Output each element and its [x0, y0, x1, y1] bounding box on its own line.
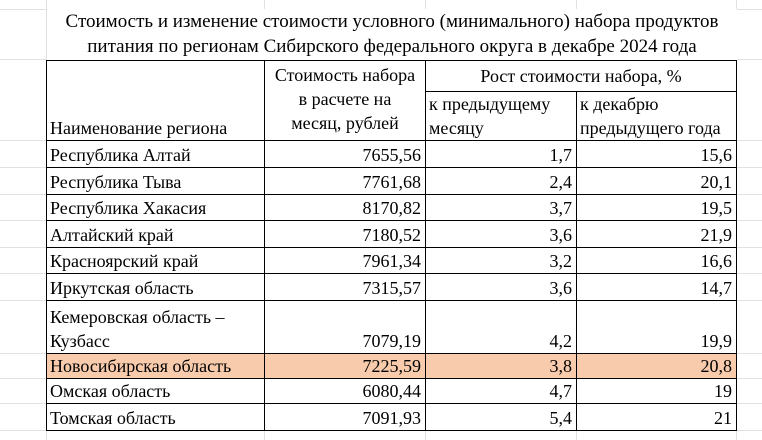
cost-cell[interactable]: 7315,57: [264, 273, 426, 301]
header-cost[interactable]: Стоимость набора в расчете на месяц, руб…: [264, 60, 426, 141]
region-cell[interactable]: Красноярский край: [46, 247, 265, 274]
table-row: Кемеровская область – Кузбасс 7079,19 4,…: [46, 300, 737, 354]
yoy-cell[interactable]: 21: [576, 403, 737, 431]
yoy-cell[interactable]: 19,9: [576, 300, 737, 354]
table-row: Томская область 7091,93 5,4 21: [46, 403, 737, 431]
header-growth-month-line-2: месяцу: [429, 118, 484, 138]
table-row-highlighted: Новосибирская область 7225,59 3,8 20,8: [46, 353, 737, 379]
table-row: Алтайский край 7180,52 3,6 21,9: [46, 220, 737, 248]
region-cell[interactable]: Республика Тыва: [46, 167, 265, 195]
region-cell[interactable]: Иркутская область: [46, 273, 265, 301]
header-growth-month[interactable]: к предыдущему месяцу: [425, 91, 577, 141]
region-cell[interactable]: Кемеровская область – Кузбасс: [46, 300, 265, 354]
yoy-cell[interactable]: 20,8: [576, 353, 737, 379]
cost-cell[interactable]: 7079,19: [264, 300, 426, 354]
mom-cell[interactable]: 3,7: [425, 194, 577, 221]
mom-cell[interactable]: 5,4: [425, 403, 577, 431]
cost-cell[interactable]: 8170,82: [264, 194, 426, 221]
table-row: Республика Тыва 7761,68 2,4 20,1: [46, 167, 737, 195]
yoy-cell[interactable]: 21,9: [576, 220, 737, 248]
mom-cell[interactable]: 1,7: [425, 140, 577, 168]
mom-cell[interactable]: 3,2: [425, 247, 577, 274]
mom-cell[interactable]: 4,7: [425, 378, 577, 404]
data-table: Наименование региона Стоимость набора в …: [46, 60, 737, 431]
table-title[interactable]: Стоимость и изменение стоимости условног…: [47, 9, 737, 60]
mom-cell[interactable]: 3,8: [425, 353, 577, 379]
yoy-cell[interactable]: 19,5: [576, 194, 737, 221]
title-line-1: Стоимость и изменение стоимости условног…: [65, 11, 719, 32]
header-cost-line-3: месяц, рублей: [291, 113, 399, 133]
cost-cell[interactable]: 7180,52: [264, 220, 426, 248]
header-cost-line-1: Стоимость набора: [274, 65, 416, 85]
mom-cell[interactable]: 3,6: [425, 273, 577, 301]
mom-cell[interactable]: 4,2: [425, 300, 577, 354]
region-line-2: Кузбасс: [50, 331, 110, 351]
region-cell[interactable]: Новосибирская область: [46, 353, 265, 379]
cost-cell[interactable]: 7091,93: [264, 403, 426, 431]
table-row: Красноярский край 7961,34 3,2 16,6: [46, 247, 737, 274]
header-growth-month-line-1: к предыдущему: [429, 94, 551, 114]
header-growth-year-line-2: предыдущего года: [580, 118, 721, 138]
yoy-cell[interactable]: 19: [576, 378, 737, 404]
header-growth-group[interactable]: Рост стоимости набора, %: [425, 60, 737, 92]
header-cost-line-2: в расчете на: [298, 89, 392, 109]
yoy-cell[interactable]: 14,7: [576, 273, 737, 301]
cost-cell[interactable]: 6080,44: [264, 378, 426, 404]
title-line-2: питания по регионам Сибирского федеральн…: [87, 36, 697, 57]
yoy-cell[interactable]: 16,6: [576, 247, 737, 274]
region-line-1: Кемеровская область –: [50, 307, 225, 327]
table-row: Омская область 6080,44 4,7 19: [46, 378, 737, 404]
table-row: Республика Алтай 7655,56 1,7 15,6: [46, 140, 737, 168]
yoy-cell[interactable]: 20,1: [576, 167, 737, 195]
region-cell[interactable]: Томская область: [46, 403, 265, 431]
table-row: Республика Хакасия 8170,82 3,7 19,5: [46, 194, 737, 221]
cost-cell[interactable]: 7225,59: [264, 353, 426, 379]
mom-cell[interactable]: 3,6: [425, 220, 577, 248]
region-cell[interactable]: Алтайский край: [46, 220, 265, 248]
mom-cell[interactable]: 2,4: [425, 167, 577, 195]
region-cell[interactable]: Республика Хакасия: [46, 194, 265, 221]
table-row: Иркутская область 7315,57 3,6 14,7: [46, 273, 737, 301]
header-growth-year[interactable]: к декабрю предыдущего года: [576, 91, 737, 141]
header-region[interactable]: Наименование региона: [46, 60, 265, 141]
region-cell[interactable]: Омская область: [46, 378, 265, 404]
header-growth-year-line-1: к декабрю: [580, 94, 659, 114]
cost-cell[interactable]: 7761,68: [264, 167, 426, 195]
cost-cell[interactable]: 7961,34: [264, 247, 426, 274]
region-cell[interactable]: Республика Алтай: [46, 140, 265, 168]
yoy-cell[interactable]: 15,6: [576, 140, 737, 168]
cost-cell[interactable]: 7655,56: [264, 140, 426, 168]
